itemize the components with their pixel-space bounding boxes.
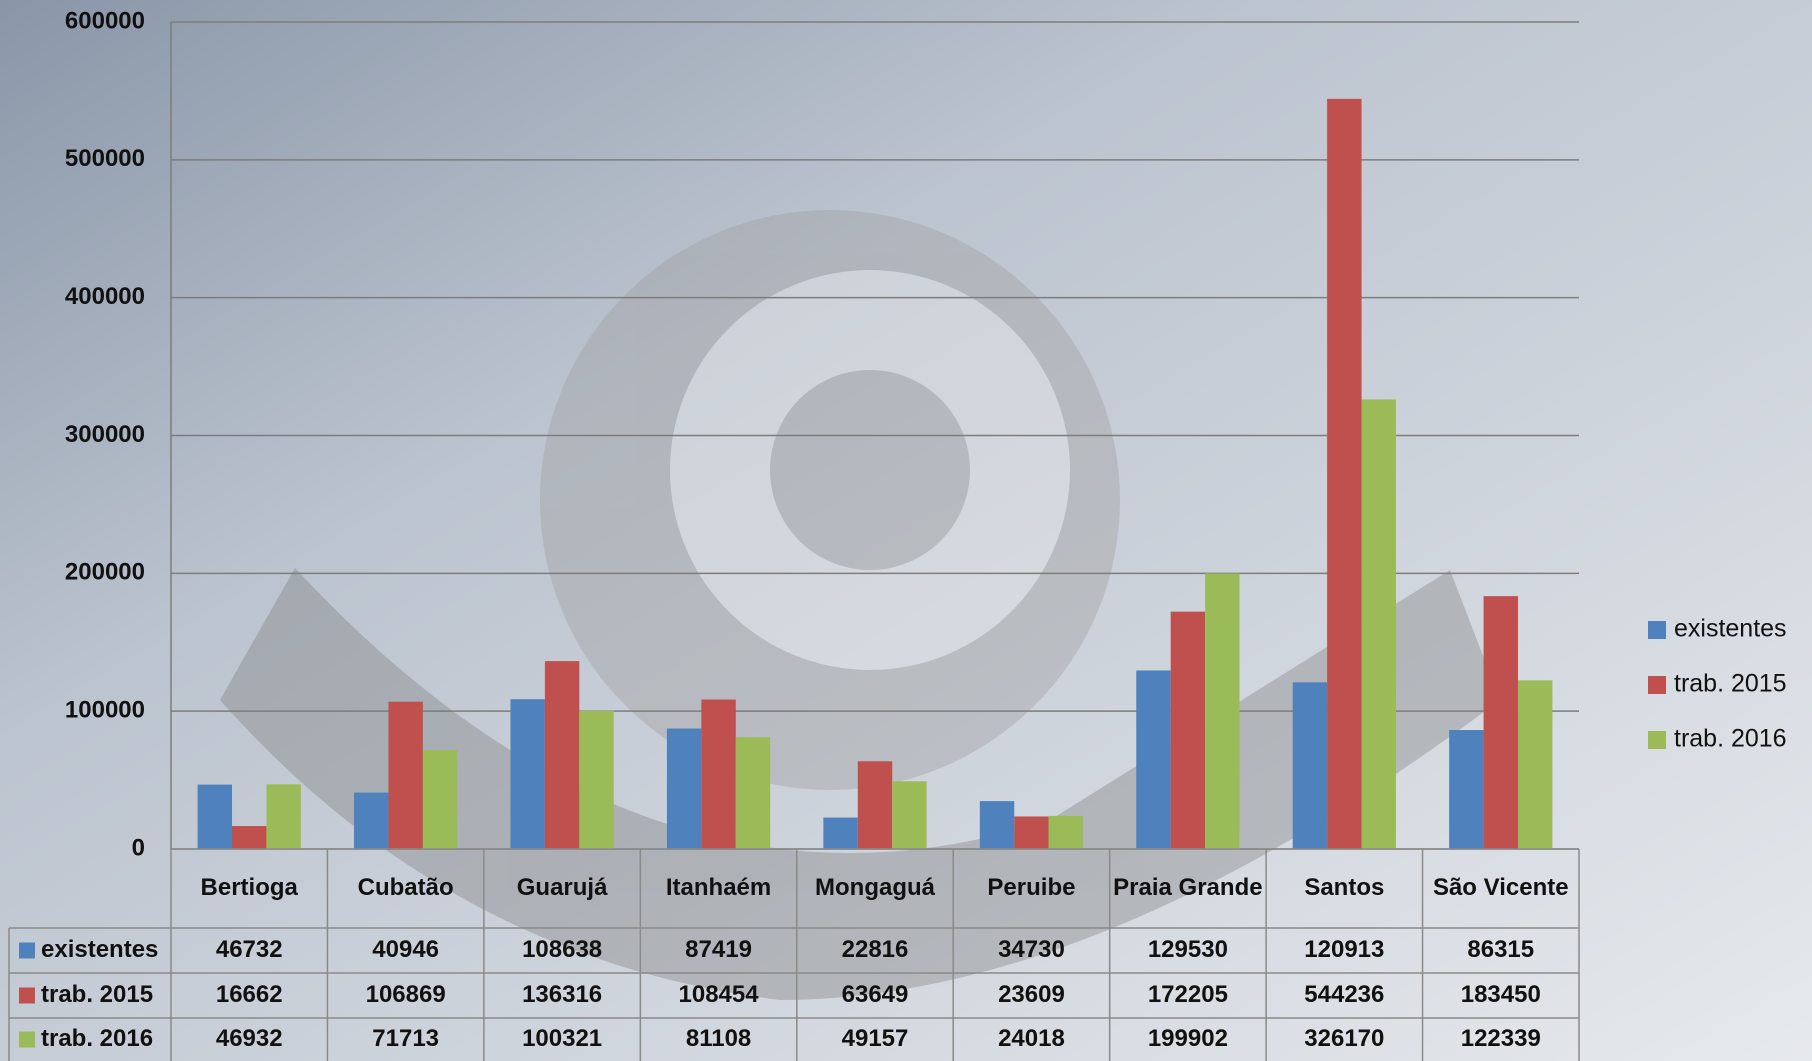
bar [510, 699, 545, 849]
table-value: 16662 [216, 981, 283, 1008]
bar [1170, 611, 1206, 849]
bar [422, 750, 458, 849]
table-value: 23609 [998, 981, 1065, 1008]
x-tick-label: Peruibe [987, 874, 1075, 901]
x-tick-label: Cubatão [358, 874, 454, 901]
watermark [220, 210, 1500, 1000]
table-value: 87419 [685, 936, 752, 963]
table-value: 544236 [1304, 981, 1384, 1008]
bar [823, 817, 858, 849]
bar [579, 710, 614, 849]
table-value: 122339 [1461, 1025, 1541, 1052]
bar [1361, 399, 1396, 849]
y-tick-label: 300000 [65, 421, 145, 448]
table-value: 136316 [522, 981, 602, 1008]
y-tick-label: 600000 [65, 7, 145, 34]
x-tick-label: Mongaguá [815, 874, 936, 901]
table-value: 34730 [998, 936, 1065, 963]
legend-key [1648, 731, 1666, 749]
table-value: 40946 [372, 936, 439, 963]
y-tick-label: 0 [132, 834, 145, 861]
table-legend-key [19, 1031, 35, 1048]
bar [388, 701, 423, 849]
bar [1483, 596, 1518, 849]
bar [197, 784, 233, 849]
bar [979, 801, 1015, 849]
bar [1205, 573, 1240, 849]
table-legend-key [19, 987, 35, 1004]
bar [857, 761, 893, 849]
bar [735, 737, 771, 849]
table-value: 172205 [1148, 981, 1228, 1008]
table-value: 46732 [216, 936, 283, 963]
table-value: 108638 [522, 936, 602, 963]
y-tick-label: 500000 [65, 145, 145, 172]
table-value: 183450 [1461, 981, 1541, 1008]
legend-key [1648, 621, 1666, 639]
table-row-header: trab. 2015 [41, 981, 153, 1008]
bar [666, 728, 702, 849]
bar [1136, 670, 1171, 849]
x-tick-label: Bertioga [201, 874, 299, 901]
bar [1327, 98, 1362, 849]
table-row-header: existentes [41, 936, 158, 963]
table-value: 199902 [1148, 1025, 1228, 1052]
table-row-header: trab. 2016 [41, 1025, 153, 1052]
table-value: 326170 [1304, 1025, 1384, 1052]
bar [354, 792, 389, 849]
table-value: 129530 [1148, 936, 1228, 963]
y-tick-label: 100000 [65, 697, 145, 724]
bar [892, 781, 927, 849]
table-value: 46932 [216, 1025, 283, 1052]
x-tick-label: Santos [1304, 874, 1384, 901]
table-value: 120913 [1304, 936, 1384, 963]
table-value: 22816 [842, 936, 909, 963]
table-value: 108454 [679, 981, 760, 1008]
table-value: 49157 [842, 1025, 909, 1052]
y-tick-label: 200000 [65, 559, 145, 586]
table-value: 106869 [366, 981, 446, 1008]
bar [1292, 682, 1328, 849]
table-value: 86315 [1467, 936, 1534, 963]
bar [232, 826, 267, 849]
table-value: 71713 [372, 1025, 439, 1052]
bar [1449, 730, 1484, 849]
table-value: 63649 [842, 981, 909, 1008]
table-value: 100321 [522, 1025, 602, 1052]
bar [1048, 815, 1084, 849]
table-value: 24018 [998, 1025, 1065, 1052]
bar [701, 699, 736, 849]
x-tick-label: Guarujá [517, 874, 608, 901]
legend-label: trab. 2015 [1674, 670, 1787, 698]
bar [1014, 816, 1049, 849]
legend-label: existentes [1674, 615, 1787, 643]
legend-key [1648, 676, 1666, 694]
legend-label: trab. 2016 [1674, 725, 1787, 753]
table-legend-key [19, 942, 35, 959]
x-tick-label: São Vicente [1433, 874, 1569, 901]
bar [266, 784, 301, 849]
table-value: 81108 [686, 1025, 751, 1052]
y-tick-label: 400000 [65, 283, 145, 310]
x-tick-label: Itanhaém [666, 874, 771, 901]
bar [1517, 680, 1553, 849]
x-tick-label: Praia Grande [1113, 874, 1262, 901]
bar [544, 661, 580, 849]
